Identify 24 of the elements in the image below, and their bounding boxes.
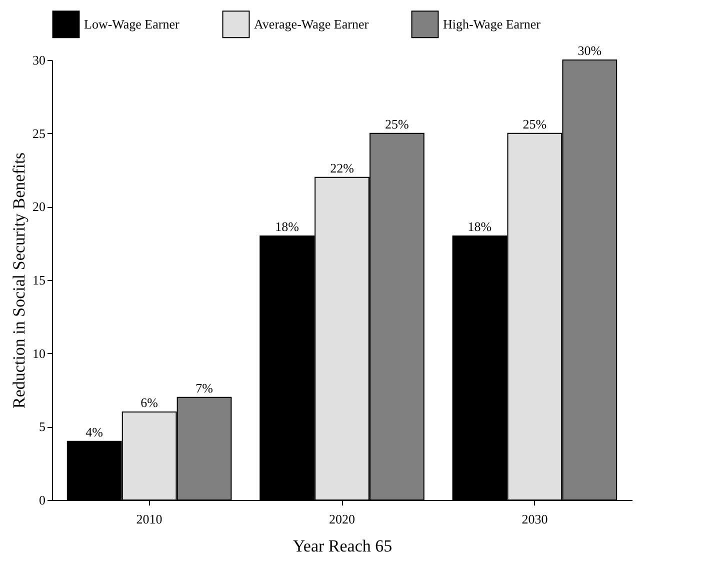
x-axis-title: Year Reach 65	[292, 536, 392, 556]
data-label: 6%	[140, 395, 158, 410]
y-tick-label: 10	[32, 346, 46, 361]
data-label: 7%	[196, 380, 214, 396]
y-tick-label: 20	[32, 199, 46, 214]
x-tick-label: 2020	[329, 512, 355, 526]
y-tick-label: 30	[32, 52, 46, 68]
data-label: 18%	[468, 219, 492, 234]
data-label: 25%	[522, 116, 547, 132]
data-label: 22%	[330, 160, 354, 176]
y-axis-title: Reduction in Social Security Benefits	[10, 152, 28, 408]
legend-label: Low-Wage Earner	[84, 16, 180, 32]
data-label: 4%	[86, 424, 104, 440]
legend-label: Average-Wage Earner	[254, 16, 370, 32]
y-tick-label: 15	[32, 272, 46, 288]
x-tick-label: 2010	[136, 512, 162, 526]
data-label: 30%	[578, 43, 602, 58]
x-tick-label: 2030	[522, 512, 548, 526]
legend-label: High-Wage Earner	[443, 16, 542, 32]
data-label: 25%	[385, 116, 410, 132]
y-tick-label: 5	[39, 419, 46, 434]
y-tick-label: 0	[39, 492, 46, 508]
y-tick-label: 25	[32, 126, 46, 141]
data-label: 18%	[275, 219, 300, 234]
